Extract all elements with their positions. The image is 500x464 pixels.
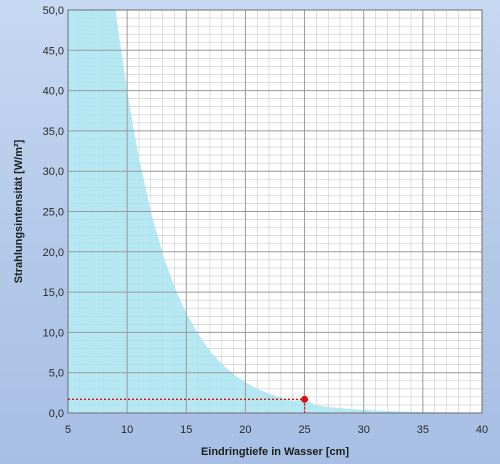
y-axis-title: Strahlungsintensität [W/m²] — [13, 139, 25, 283]
y-tick-label: 30,0 — [43, 166, 64, 178]
intensity-area — [68, 10, 482, 413]
y-tick-label: 25,0 — [43, 207, 64, 219]
y-tick-label: 45,0 — [43, 45, 64, 57]
y-tick-labels: 0,0 5,0 10,0 15,0 20,0 25,0 30,0 35,0 40,0 45,0 50… — [43, 5, 64, 420]
y-tick-label: 10,0 — [43, 327, 64, 339]
x-tick-label: 40 — [476, 424, 488, 436]
x-tick-label: 10 — [121, 424, 133, 436]
plot-border — [67, 9, 483, 414]
x-tick-label: 5 — [65, 424, 71, 436]
y-tick-label: 15,0 — [43, 287, 64, 299]
y-tick-label: 20,0 — [43, 247, 64, 259]
x-tick-label: 25 — [298, 424, 310, 436]
marker-group — [68, 395, 309, 413]
x-tick-label: 30 — [358, 424, 370, 436]
y-tick-label: 40,0 — [43, 86, 64, 98]
y-tick-label: 50,0 — [43, 5, 64, 17]
y-tick-label: 35,0 — [43, 126, 64, 138]
major-grid — [67, 9, 483, 414]
x-tick-label: 15 — [180, 424, 192, 436]
y-tick-label: 5,0 — [49, 368, 64, 380]
y-tick-label: 0,0 — [49, 408, 64, 420]
x-tick-label: 20 — [239, 424, 251, 436]
x-axis-title: Eindringtiefe in Wasser [cm] — [201, 446, 349, 458]
data-point-marker — [301, 395, 309, 403]
x-tick-labels: 5 10 15 20 25 30 35 40 — [65, 424, 488, 436]
x-tick-label: 35 — [417, 424, 429, 436]
